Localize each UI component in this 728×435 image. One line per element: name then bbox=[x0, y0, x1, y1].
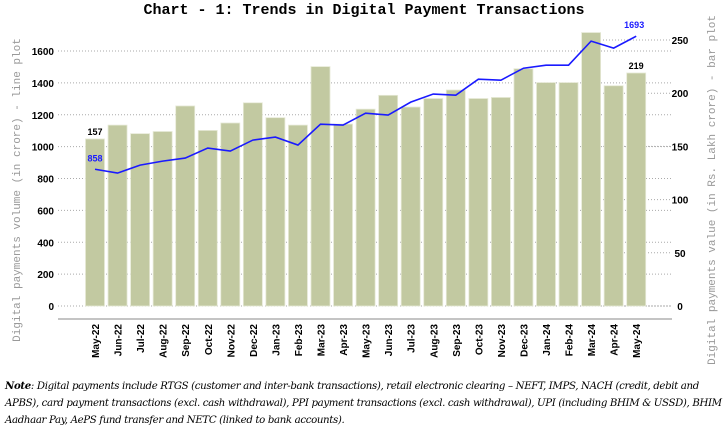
bar-Jan-23 bbox=[265, 117, 286, 307]
x-tick-label: Feb-24 bbox=[565, 324, 576, 357]
y-left-tick-label: 200 bbox=[37, 270, 54, 281]
x-tick-label: May-22 bbox=[91, 324, 102, 358]
y-left-tick-label: 0 bbox=[48, 302, 54, 313]
note-label: Note bbox=[5, 380, 31, 392]
line-data-label: 858 bbox=[87, 153, 102, 163]
footnote: Note: Digital payments include RTGS (cus… bbox=[5, 378, 725, 429]
bar-May-24 bbox=[626, 72, 647, 307]
x-tick-label: Mar-24 bbox=[587, 324, 598, 357]
x-tick-label: Dec-22 bbox=[249, 324, 260, 357]
x-tick-label: May-23 bbox=[362, 324, 373, 358]
bar-Sep-22 bbox=[175, 105, 196, 307]
y-left-tick-label: 1000 bbox=[32, 143, 55, 154]
x-tick-label: Jun-22 bbox=[114, 324, 125, 357]
x-tick-label: Jul-23 bbox=[407, 324, 418, 353]
bar-Oct-23 bbox=[468, 98, 489, 307]
y-right-tick-label: 0 bbox=[677, 302, 683, 313]
bar-May-22 bbox=[85, 138, 105, 307]
x-tick-label: Sep-23 bbox=[452, 324, 463, 357]
chart-title: Chart - 1: Trends in Digital Payment Tra… bbox=[143, 2, 584, 19]
x-tick-label: Mar-23 bbox=[317, 324, 328, 357]
x-tick-label: Apr-23 bbox=[339, 324, 350, 356]
y-left-tick-label: 600 bbox=[37, 206, 54, 217]
x-tick-label: Feb-23 bbox=[294, 324, 305, 357]
y-right-tick-label: 100 bbox=[672, 196, 689, 207]
bar-Oct-22 bbox=[197, 130, 218, 307]
bar-Sep-23 bbox=[445, 89, 466, 307]
x-tick-label: Jul-22 bbox=[136, 324, 147, 353]
bar-Jan-24 bbox=[536, 82, 556, 307]
y-axis-left-label: Digital payments volume (in crore) - lin… bbox=[12, 38, 24, 342]
bar-Nov-22 bbox=[220, 122, 241, 307]
x-tick-label: Dec-23 bbox=[519, 324, 530, 357]
x-tick-label: Jan-24 bbox=[542, 324, 553, 356]
x-tick-label: Sep-22 bbox=[181, 324, 192, 357]
x-tick-label: Jan-23 bbox=[271, 324, 282, 356]
bar-Nov-23 bbox=[490, 97, 511, 307]
bar-Jun-22 bbox=[107, 124, 128, 307]
bar-May-23 bbox=[355, 108, 376, 307]
y-right-tick-label: 250 bbox=[672, 36, 689, 47]
x-tick-label: Oct-23 bbox=[474, 324, 485, 356]
bar-Aug-22 bbox=[152, 131, 173, 307]
x-tick-label: Oct-22 bbox=[204, 324, 215, 356]
bar-Jul-23 bbox=[400, 106, 421, 307]
bar-Aug-23 bbox=[423, 98, 444, 307]
bar-Dec-23 bbox=[513, 68, 534, 307]
bar-Mar-24 bbox=[581, 32, 601, 307]
y-left-tick-label: 400 bbox=[37, 238, 54, 249]
bar-Mar-23 bbox=[310, 66, 331, 307]
bar-Apr-24 bbox=[603, 85, 624, 307]
bar-Apr-23 bbox=[333, 123, 353, 307]
note-text: : Digital payments include RTGS (custome… bbox=[5, 381, 722, 426]
bar-Dec-22 bbox=[242, 102, 263, 307]
x-tick-label: May-24 bbox=[632, 324, 643, 358]
bar-Feb-23 bbox=[288, 124, 308, 307]
bar-Jun-23 bbox=[378, 94, 399, 307]
bar-data-label: 219 bbox=[629, 61, 644, 71]
y-left-tick-label: 1400 bbox=[32, 79, 55, 90]
y-right-tick-label: 50 bbox=[674, 249, 686, 260]
chart: Chart - 1: Trends in Digital Payment Tra… bbox=[12, 2, 719, 365]
line-data-label: 1693 bbox=[624, 20, 644, 30]
bar-Feb-24 bbox=[558, 82, 579, 307]
y-axis-right-label: Digital payments value (in Rs. Lakh cror… bbox=[707, 15, 719, 365]
x-tick-label: Aug-22 bbox=[159, 324, 170, 358]
x-tick-label: Nov-22 bbox=[226, 324, 237, 358]
y-right-tick-label: 200 bbox=[672, 89, 689, 100]
volume-line bbox=[94, 35, 637, 174]
x-tick-label: Apr-24 bbox=[610, 324, 621, 356]
y-left-tick-label: 800 bbox=[37, 175, 54, 186]
x-tick-label: Nov-23 bbox=[497, 324, 508, 358]
y-right-tick-label: 150 bbox=[672, 142, 689, 153]
x-tick-label: Jun-23 bbox=[384, 324, 395, 357]
bar-Jul-22 bbox=[130, 133, 151, 307]
y-left-tick-label: 1200 bbox=[32, 111, 55, 122]
x-tick-label: Aug-23 bbox=[429, 324, 440, 358]
bar-data-label: 157 bbox=[87, 127, 102, 137]
y-left-tick-label: 1600 bbox=[32, 47, 55, 58]
